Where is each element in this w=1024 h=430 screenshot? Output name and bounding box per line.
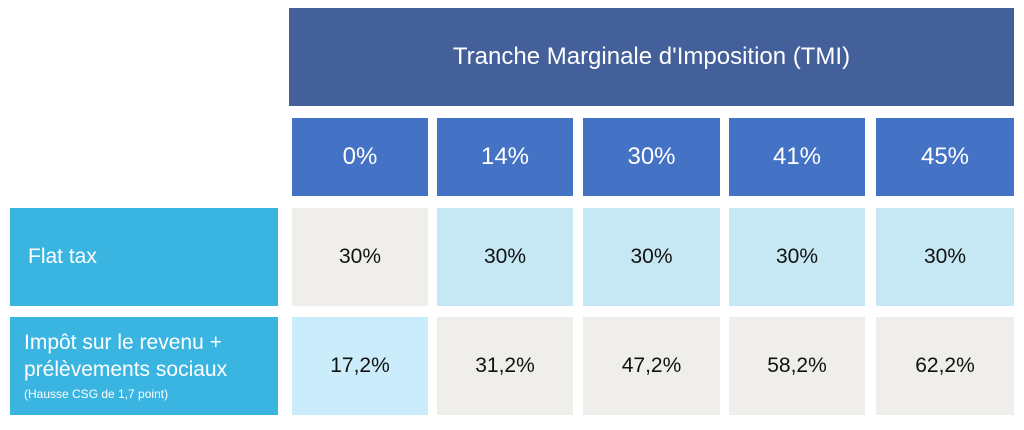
flat-tax-cell-30: 30% [583,208,720,306]
column-header-30: 30% [583,118,720,196]
flat-tax-cell-14: 30% [437,208,573,306]
income-tax-cell-0: 17,2% [292,317,428,415]
tmi-header: Tranche Marginale d'Imposition (TMI) [289,8,1014,106]
income-tax-label-line2: prélèvements sociaux [24,357,228,381]
income-tax-cell-14: 31,2% [437,317,573,415]
flat-tax-cell-41: 30% [729,208,865,306]
income-tax-note: (Hausse CSG de 1,7 point) [24,386,169,401]
income-tax-cell-41: 58,2% [729,317,865,415]
row-header-flat-tax: Flat tax [10,208,278,306]
column-header-45: 45% [876,118,1014,196]
income-tax-label-line1: Impôt sur le revenu + [24,331,222,355]
flat-tax-cell-0: 30% [292,208,428,306]
income-tax-cell-45: 62,2% [876,317,1014,415]
column-header-41: 41% [729,118,865,196]
column-header-0: 0% [292,118,428,196]
row-header-income-tax: Impôt sur le revenu + prélèvements socia… [10,317,278,415]
flat-tax-cell-45: 30% [876,208,1014,306]
column-header-14: 14% [437,118,573,196]
income-tax-cell-30: 47,2% [583,317,720,415]
